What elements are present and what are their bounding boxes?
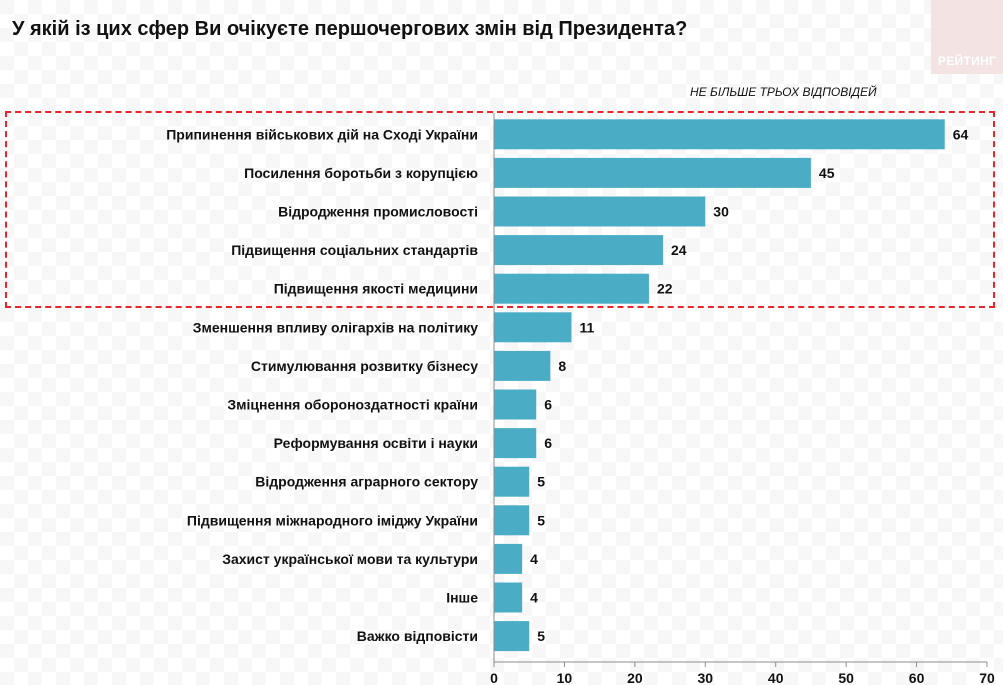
brand-logo-text: РЕЙТИНГ [937, 54, 997, 68]
data-label: 11 [579, 319, 594, 335]
data-label: 22 [657, 281, 673, 297]
data-label: 6 [544, 435, 552, 451]
x-tick-label: 40 [768, 670, 784, 685]
x-tick-label: 20 [627, 670, 643, 685]
bar [494, 157, 811, 188]
category-label: Посилення боротьби з корупцією [244, 165, 478, 181]
bar [494, 466, 530, 497]
data-label: 5 [537, 512, 545, 528]
bar [494, 543, 523, 574]
bar [494, 621, 530, 652]
x-tick-label: 30 [697, 670, 713, 685]
data-label: 8 [558, 358, 566, 374]
category-label: Відродження промисловості [278, 204, 478, 220]
bar [494, 389, 537, 420]
category-label: Важко відповісти [357, 628, 478, 644]
data-label: 5 [537, 474, 545, 490]
data-label: 45 [819, 165, 835, 181]
x-tick-label: 70 [979, 670, 995, 685]
data-label: 30 [713, 204, 729, 220]
category-label: Припинення військових дій на Сході Украї… [166, 126, 478, 142]
category-label: Підвищення соціальних стандартів [231, 242, 478, 258]
category-label: Реформування освіти і науки [274, 435, 478, 451]
category-label: Зменшення впливу олігархів на політику [193, 319, 478, 335]
data-label: 4 [530, 551, 538, 567]
x-tick-label: 10 [557, 670, 573, 685]
data-label: 4 [530, 590, 538, 606]
x-tick-label: 60 [909, 670, 925, 685]
category-label: Підвищення міжнародного іміджу України [187, 512, 478, 528]
bar [494, 505, 530, 536]
bar [494, 235, 664, 266]
category-label: Підвищення якості медицини [274, 281, 478, 297]
category-label: Відродження аграрного сектору [255, 474, 478, 490]
category-label: Стимулювання розвитку бізнесу [251, 358, 478, 374]
bar [494, 428, 537, 459]
bar [494, 273, 649, 304]
data-label: 24 [671, 242, 687, 258]
bar [494, 350, 551, 381]
bar [494, 119, 945, 150]
bar [494, 196, 706, 227]
page-title: У якій із цих сфер Ви очікуєте першочерг… [12, 18, 688, 40]
category-label: Захист української мови та культури [222, 551, 478, 567]
x-tick-label: 0 [490, 670, 498, 685]
brand-logo: РЕЙТИНГ [931, 0, 1003, 74]
category-label: Зміцнення обороноздатності країни [227, 397, 478, 413]
bar [494, 312, 572, 343]
data-label: 6 [544, 397, 552, 413]
category-label: Інше [446, 590, 478, 606]
data-label: 5 [537, 628, 545, 644]
x-tick-label: 50 [838, 670, 854, 685]
data-label: 64 [953, 126, 969, 142]
chart-note: НЕ БІЛЬШЕ ТРЬОХ ВІДПОВІДЕЙ [690, 85, 877, 99]
top-answers-highlight-box [5, 111, 995, 308]
bar [494, 582, 523, 613]
